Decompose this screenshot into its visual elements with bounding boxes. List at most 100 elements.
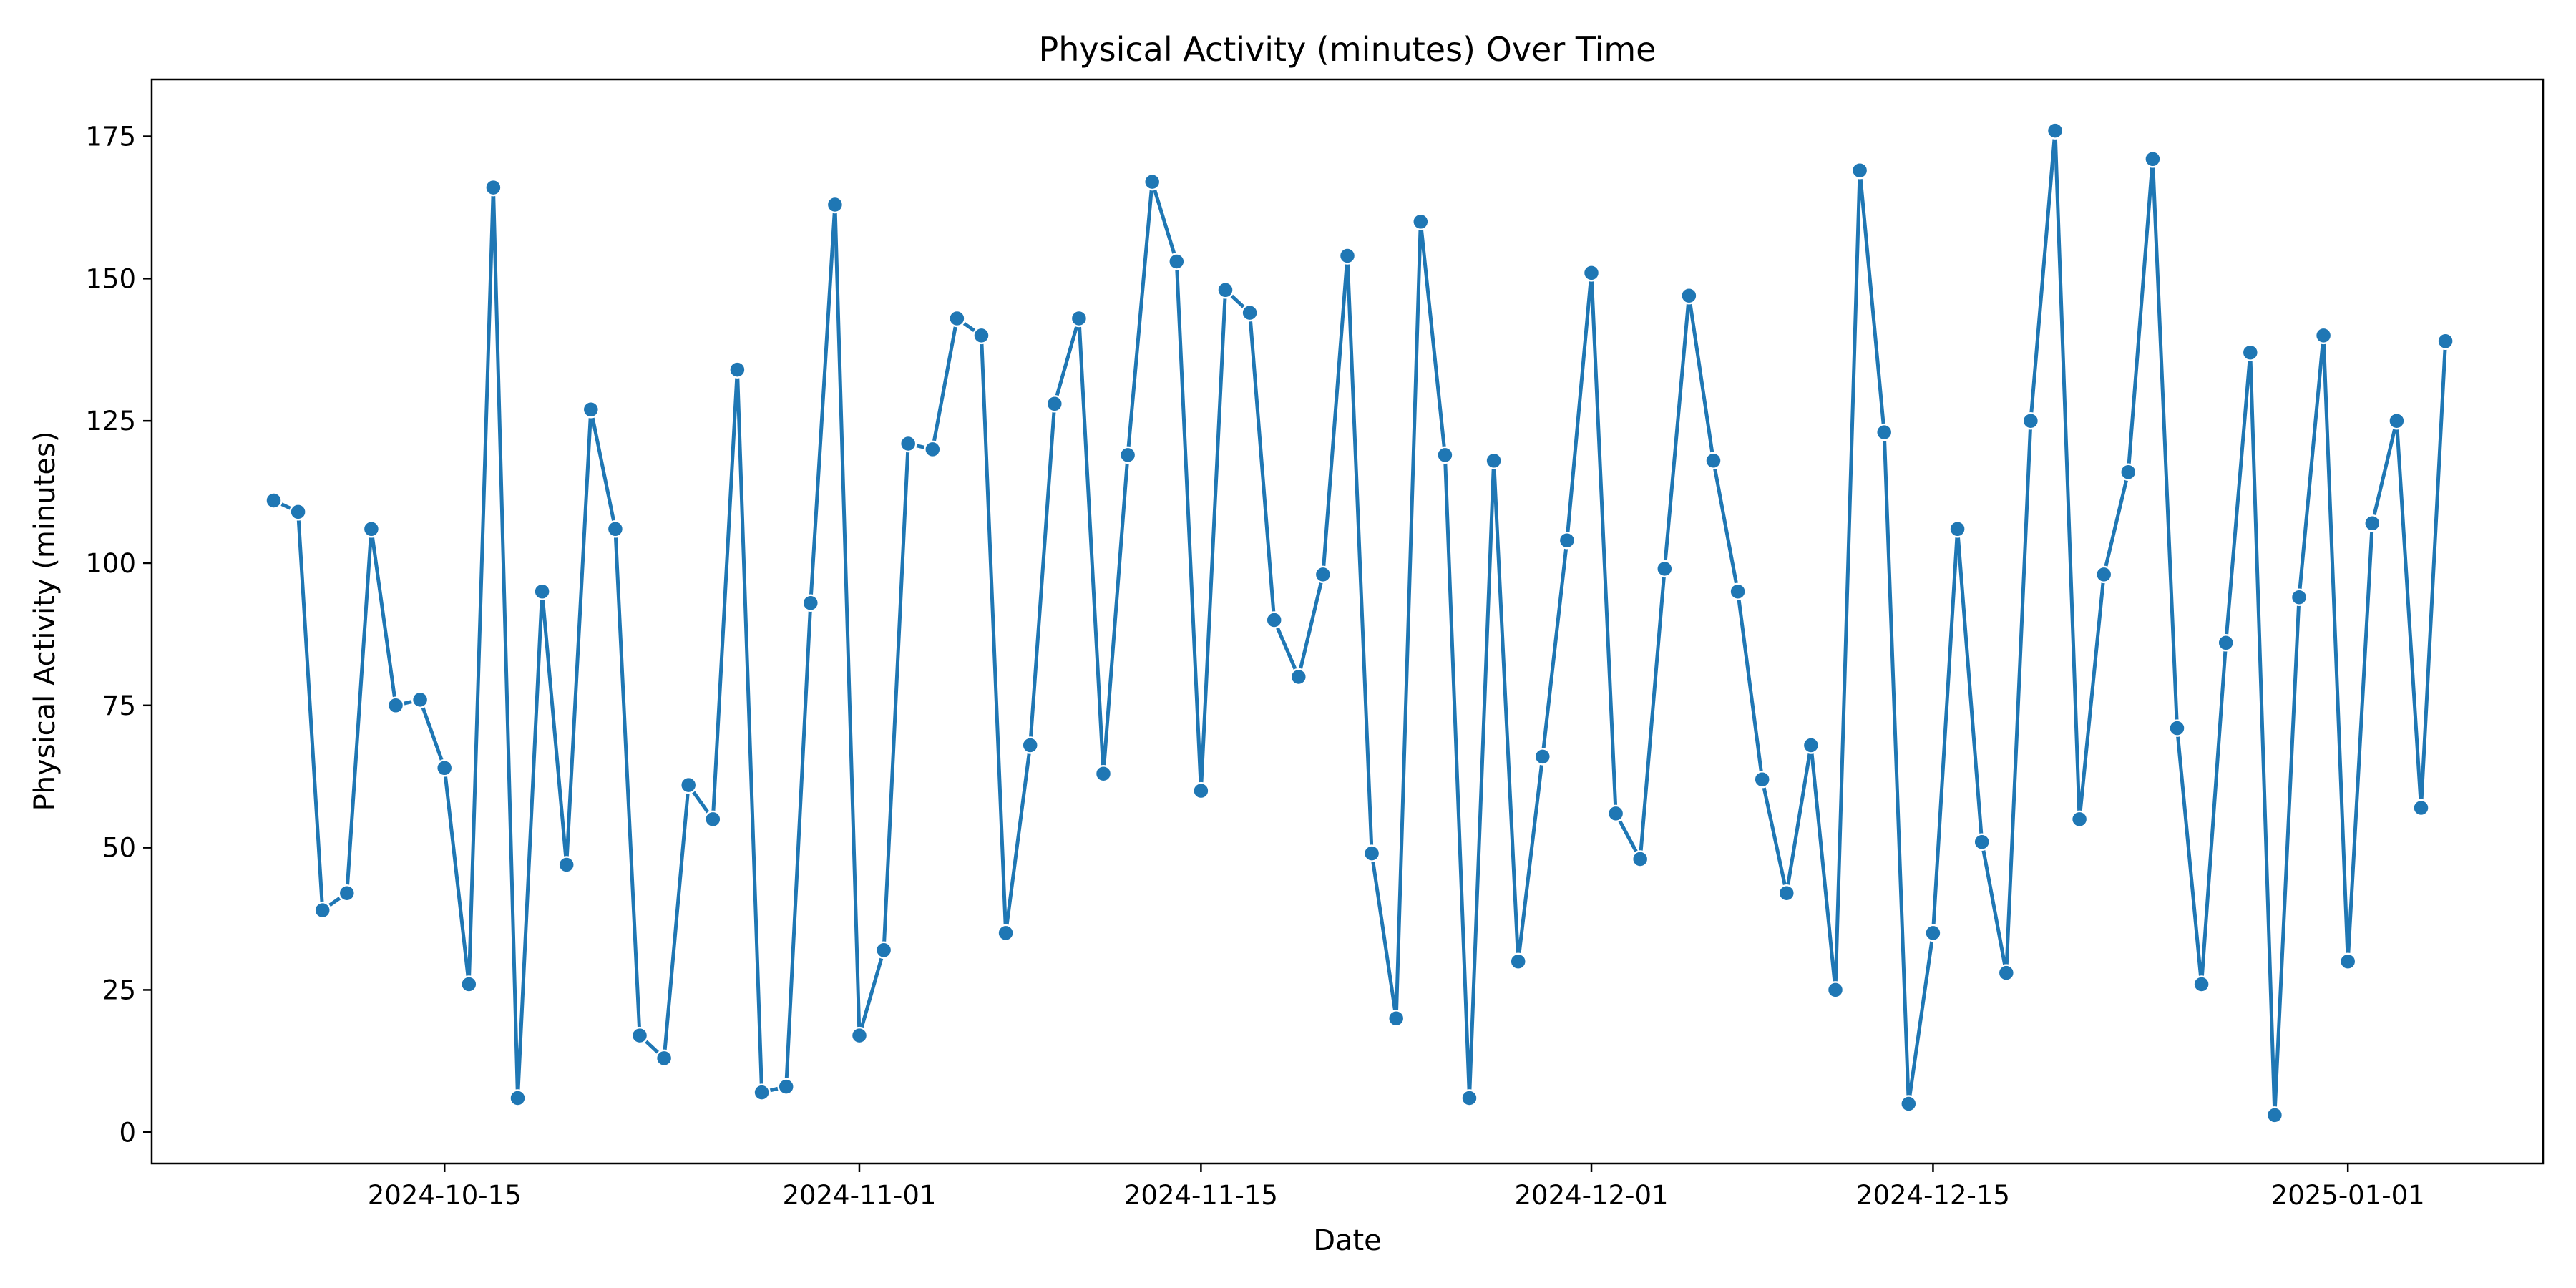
data-point <box>1192 781 1210 800</box>
data-point <box>2217 634 2235 652</box>
data-point <box>874 941 893 960</box>
x-tick-label: 2024-11-15 <box>1124 1180 1278 1211</box>
data-point <box>801 594 820 612</box>
data-point <box>777 1078 795 1096</box>
data-point <box>655 1049 673 1068</box>
y-tick-label: 50 <box>102 833 136 864</box>
y-tick-label: 125 <box>85 406 136 436</box>
data-point <box>1338 247 1357 265</box>
data-point <box>2144 150 2162 168</box>
data-point <box>1143 172 1161 191</box>
data-point <box>1558 531 1576 550</box>
data-point <box>362 520 381 538</box>
y-tick-label: 25 <box>102 975 136 1005</box>
data-point <box>2265 1106 2284 1124</box>
data-point <box>1412 213 1430 231</box>
data-point <box>557 856 575 874</box>
series-layer <box>265 122 2454 1124</box>
data-point <box>728 361 746 379</box>
data-point <box>1314 565 1332 584</box>
data-point <box>2192 975 2210 993</box>
data-point <box>2094 565 2113 584</box>
data-point <box>1533 748 1552 766</box>
y-axis: 0 25 50 75 100 125 150 175 <box>85 122 152 1148</box>
data-point <box>484 178 502 197</box>
y-axis-label: Physical Activity (minutes) <box>29 431 62 811</box>
data-point <box>2168 719 2186 737</box>
data-point <box>265 492 283 509</box>
data-point <box>460 975 478 993</box>
data-point <box>338 884 356 902</box>
x-tick-label: 2024-11-01 <box>782 1180 936 1211</box>
data-point <box>2046 122 2064 140</box>
x-axis-label: Date <box>1313 1224 1382 1257</box>
data-point <box>899 434 917 453</box>
data-point <box>1948 520 1966 538</box>
data-point <box>313 901 331 919</box>
data-point <box>2119 463 2137 481</box>
data-point <box>1704 452 1722 470</box>
data-point <box>1680 286 1698 305</box>
data-point <box>1387 1009 1405 1028</box>
plot-frame <box>150 78 2545 1165</box>
data-point <box>1826 981 1845 999</box>
data-point <box>1265 611 1283 629</box>
x-axis: 2024-10-15 2024-11-01 2024-11-15 2024-12-01… <box>368 1163 2425 1211</box>
data-point <box>1021 736 1039 754</box>
data-point <box>948 309 966 328</box>
data-point <box>2021 411 2040 430</box>
data-point <box>1606 804 1625 823</box>
data-point <box>1485 452 1503 470</box>
data-point <box>997 924 1015 942</box>
chart-title: Physical Activity (minutes) Over Time <box>1039 30 1657 69</box>
data-point <box>1924 924 1942 942</box>
data-point <box>1216 281 1234 299</box>
data-point <box>1362 844 1381 862</box>
data-point <box>972 326 990 345</box>
x-tick-label: 2024-12-15 <box>1856 1180 2010 1211</box>
series-line <box>273 129 2448 1117</box>
y-tick-label: 100 <box>85 548 136 579</box>
data-point <box>924 440 942 459</box>
data-point <box>1656 560 1674 578</box>
y-tick-label: 150 <box>85 263 136 294</box>
y-tick-label: 75 <box>102 691 136 721</box>
data-point <box>1168 253 1186 270</box>
data-point <box>2070 810 2089 829</box>
data-point <box>582 401 600 419</box>
data-point <box>1070 309 1088 328</box>
data-point <box>1997 964 2016 982</box>
data-point <box>2388 411 2406 430</box>
data-point <box>411 691 429 709</box>
data-point <box>1436 446 1454 464</box>
data-point <box>1118 446 1137 464</box>
data-point <box>1875 423 1893 441</box>
data-point <box>606 520 625 538</box>
data-point <box>1094 764 1113 783</box>
data-point <box>2436 332 2454 351</box>
data-point <box>1045 395 1064 413</box>
data-point <box>704 810 722 829</box>
x-tick-label: 2024-10-15 <box>368 1180 522 1211</box>
data-point <box>1289 668 1308 686</box>
x-tick-label: 2024-12-01 <box>1515 1180 1669 1211</box>
data-point <box>850 1026 869 1045</box>
data-point <box>435 759 454 777</box>
data-point <box>826 195 844 214</box>
data-point <box>630 1026 649 1045</box>
data-point <box>509 1089 527 1107</box>
data-point <box>679 776 698 794</box>
data-point <box>2363 514 2381 532</box>
data-point <box>1973 833 1991 851</box>
data-point <box>1753 770 1771 789</box>
data-point <box>753 1083 771 1101</box>
data-point <box>1509 952 1527 970</box>
data-point <box>1729 582 1747 600</box>
data-point <box>1631 850 1649 868</box>
data-point <box>1850 161 1869 180</box>
y-tick-label: 0 <box>119 1117 136 1148</box>
data-point <box>1241 303 1259 322</box>
data-point <box>1777 884 1796 902</box>
data-point <box>2338 952 2357 970</box>
